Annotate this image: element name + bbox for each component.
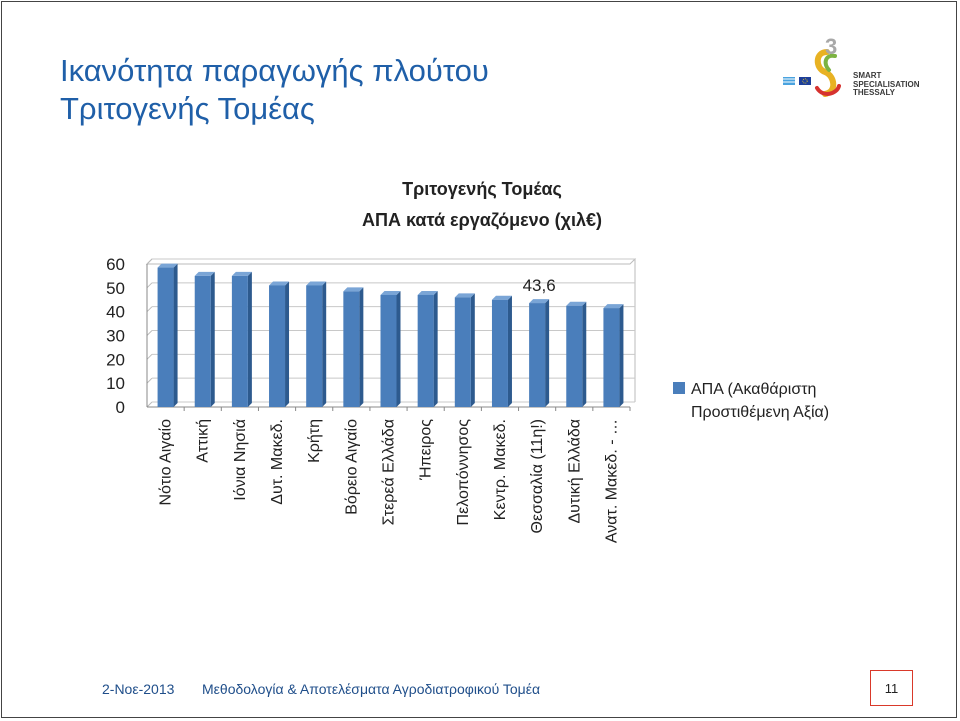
- bar: [566, 305, 583, 407]
- bar-top: [194, 271, 215, 276]
- bar-side: [173, 263, 178, 407]
- bar-side: [545, 299, 550, 407]
- bar-side: [619, 304, 624, 407]
- bar-top: [343, 287, 364, 292]
- grid-diag: [146, 377, 153, 384]
- y-tick-label: 60: [106, 255, 125, 274]
- plot-wall-top: [145, 258, 637, 265]
- legend-label-line-1: ΑΠΑ (Ακαθάριστη: [691, 381, 816, 398]
- chart-title: Τριτογενής Τομέας: [402, 179, 562, 199]
- bar-side: [322, 281, 327, 407]
- bar: [603, 308, 620, 407]
- data-label: 43,6: [523, 276, 556, 295]
- x-tick-label: Θεσσαλία (11η!): [529, 419, 546, 533]
- logo-line-2: SPECIALISATION: [853, 80, 920, 89]
- x-tick-label: Στερεά Ελλάδα: [381, 419, 398, 525]
- x-tick-label: Δυτ. Μακεδ.: [269, 419, 286, 505]
- logo-s-shape: [814, 49, 837, 97]
- smart-specialisation-logo: 3 SMART SPECIALISATION THESSALY: [783, 34, 920, 97]
- legend-label-line-2: Προστιθέμενη Αξία): [691, 404, 829, 421]
- title-line-2: Τριτογενής Τομέας: [60, 91, 315, 126]
- x-tick-label: Πελοπόννησος: [455, 419, 472, 526]
- bar: [380, 294, 397, 407]
- bar-top: [306, 281, 327, 286]
- eu-flag-icon: [799, 77, 811, 85]
- bar-side: [359, 287, 364, 407]
- bar-side: [285, 281, 290, 407]
- y-tick-label: 10: [106, 374, 125, 393]
- bar-side: [582, 301, 587, 407]
- x-tick-label: Δυτική Ελλάδα: [566, 419, 583, 524]
- x-tick-label: Ιόνια Νησιά: [232, 419, 249, 501]
- bar-top: [380, 290, 401, 295]
- title-line-1: Ικανότητα παραγωγής πλούτου: [60, 53, 489, 88]
- plot-area: 0 10 20 30 40 50 60 Νότιο Αιγαίο Αττική Ιόνια Νησ…: [106, 255, 637, 543]
- bar-side: [210, 271, 215, 407]
- bar-top: [231, 271, 252, 276]
- bar-side: [470, 293, 475, 407]
- bar: [529, 303, 546, 407]
- logo-line-1: SMART: [853, 71, 882, 80]
- bar-top: [529, 299, 550, 304]
- bar-top: [454, 293, 475, 298]
- bar-top: [566, 301, 587, 306]
- x-tick-label: Κεντρ. Μακεδ.: [492, 419, 509, 520]
- logo-line-3: THESSALY: [853, 88, 896, 97]
- grid-diag: [146, 282, 153, 289]
- bar-side: [433, 290, 438, 407]
- bar: [269, 285, 286, 407]
- bar: [194, 275, 211, 407]
- greek-flag-icon: [783, 77, 795, 85]
- chart-subtitle: ΑΠΑ κατά εργαζόμενο (χιλ€): [362, 210, 602, 231]
- slide-title: Ικανότητα παραγωγής πλούτου Τριτογενής Τ…: [60, 52, 489, 128]
- bar-top: [491, 295, 512, 300]
- bar: [231, 275, 248, 407]
- x-tick-label: Κρήτη: [306, 419, 323, 463]
- grid-diag: [146, 306, 153, 313]
- bar: [343, 291, 360, 407]
- x-tick-label: Ήπειρος: [418, 419, 435, 481]
- bar: [454, 297, 471, 407]
- bar: [157, 267, 174, 407]
- footer-text: Μεθοδολογία & Αποτελέσματα Αγροδιατροφικ…: [202, 681, 541, 697]
- bar-chart: Τριτογενής Τομέας ΑΠΑ κατά εργαζόμενο (χ…: [106, 179, 829, 543]
- bar-top: [269, 281, 290, 286]
- bar-top: [603, 304, 624, 309]
- logo-number: 3: [825, 34, 837, 59]
- bar-side: [396, 290, 401, 407]
- bar: [306, 285, 323, 407]
- bar-side: [507, 295, 512, 407]
- grid-diag: [146, 401, 153, 408]
- bar-top: [157, 263, 178, 268]
- bar: [417, 294, 434, 407]
- bar-side: [247, 271, 252, 407]
- y-tick-label: 30: [106, 327, 125, 346]
- x-tick-label: Νότιο Αιγαίο: [158, 419, 175, 506]
- bar-top: [417, 290, 438, 295]
- grid-diag: [146, 330, 153, 336]
- bar: [491, 299, 508, 407]
- x-tick-label: Ανατ. Μακεδ. - …: [603, 419, 620, 543]
- y-tick-label: 50: [106, 279, 125, 298]
- x-tick-label: Βόρειο Αιγαίο: [343, 419, 360, 515]
- legend-swatch: [673, 382, 685, 394]
- grid-diag: [146, 353, 153, 360]
- legend: ΑΠΑ (Ακαθάριστη Προστιθέμενη Αξία): [673, 381, 829, 421]
- y-tick-label: 0: [116, 398, 125, 417]
- page-number: 11: [870, 670, 913, 706]
- grid-diag: [146, 258, 153, 265]
- y-tick-label: 20: [106, 350, 125, 369]
- x-tick-label: Αττική: [195, 419, 212, 463]
- footer-date: 2-Νοε-2013: [102, 681, 175, 697]
- y-tick-label: 40: [106, 303, 125, 322]
